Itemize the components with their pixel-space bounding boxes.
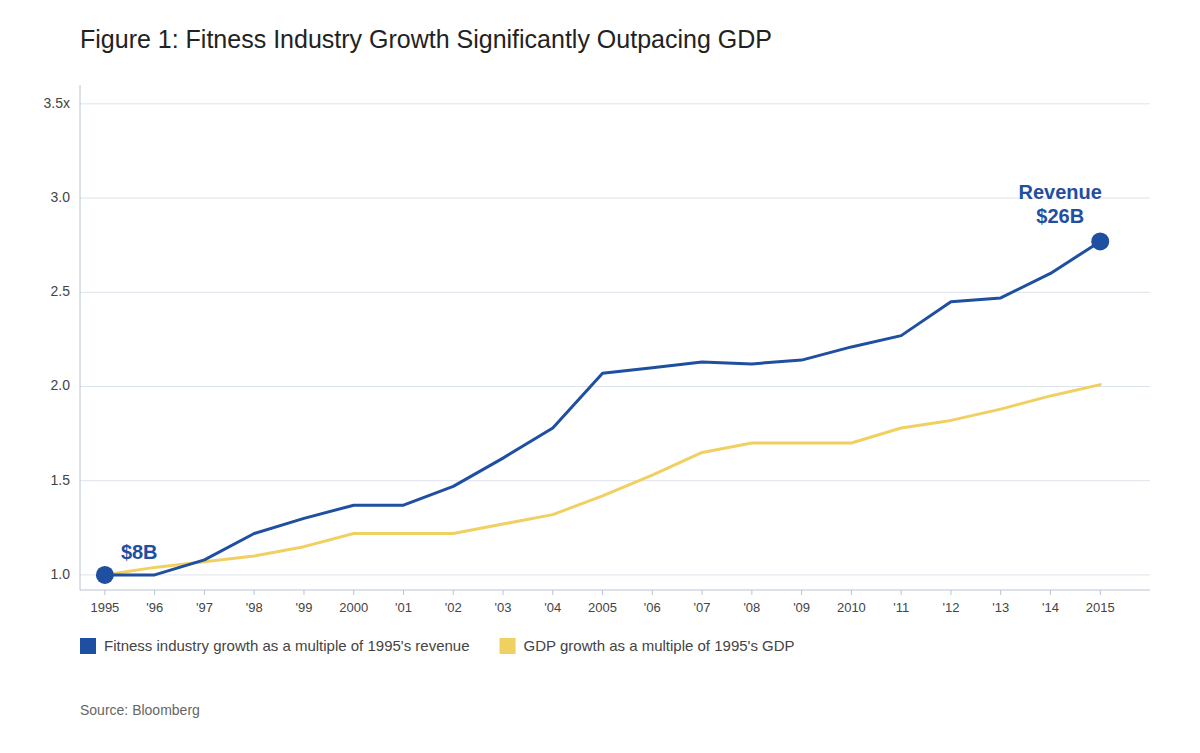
- x-tick-label: '97: [196, 600, 213, 615]
- grid-line: [80, 480, 1150, 481]
- x-tick: [552, 590, 553, 595]
- grid-line: [80, 386, 1150, 387]
- x-tick: [950, 590, 951, 595]
- x-tick: [652, 590, 653, 595]
- x-tick: [851, 590, 852, 595]
- annotation: Revenue: [1019, 181, 1102, 203]
- x-tick-label: '04: [544, 600, 561, 615]
- y-tick-label: 2.5: [51, 283, 71, 299]
- x-tick-label: '14: [1042, 600, 1059, 615]
- x-tick-label: '11: [893, 600, 909, 615]
- x-tick: [403, 590, 404, 595]
- x-tick-label: '02: [445, 600, 462, 615]
- x-tick: [303, 590, 304, 595]
- x-tick-label: '08: [743, 600, 760, 615]
- x-axis-line: [80, 590, 1150, 591]
- y-axis-line: [80, 85, 81, 590]
- x-tick: [1050, 590, 1051, 595]
- y-tick-label: 3.5x: [44, 95, 70, 111]
- x-tick-label: '98: [246, 600, 263, 615]
- x-tick: [353, 590, 354, 595]
- x-tick-label: '99: [295, 600, 312, 615]
- series-line: [105, 241, 1100, 575]
- x-tick: [901, 590, 902, 595]
- grid-line: [80, 292, 1150, 293]
- x-tick-label: 2000: [339, 600, 368, 615]
- x-tick-label: 1995: [90, 600, 119, 615]
- x-tick-label: '96: [146, 600, 163, 615]
- legend-label: GDP growth as a multiple of 1995's GDP: [524, 637, 795, 654]
- x-tick-label: '09: [793, 600, 810, 615]
- annotation: $26B: [1036, 205, 1084, 227]
- title: Figure 1: Fitness Industry Growth Signif…: [80, 25, 772, 53]
- x-tick-label: 2010: [837, 600, 866, 615]
- x-tick: [702, 590, 703, 595]
- x-tick: [1100, 590, 1101, 595]
- legend: Fitness industry growth as a multiple of…: [80, 637, 795, 654]
- x-tick-label: 2015: [1086, 600, 1115, 615]
- annotation: $8B: [121, 541, 158, 563]
- x-tick-label: 2005: [588, 600, 617, 615]
- x-tick-label: '06: [644, 600, 661, 615]
- x-tick: [503, 590, 504, 595]
- x-tick: [453, 590, 454, 595]
- source: Source: Bloomberg: [80, 702, 200, 718]
- x-tick: [1000, 590, 1001, 595]
- y-tick-label: 3.0: [51, 189, 71, 205]
- x-tick: [602, 590, 603, 595]
- grid-line: [80, 103, 1150, 104]
- x-tick: [204, 590, 205, 595]
- x-tick-label: '07: [694, 600, 711, 615]
- chart: Figure 1: Fitness Industry Growth Signif…: [0, 0, 1200, 753]
- endpoint-dot: [96, 566, 114, 584]
- x-tick: [154, 590, 155, 595]
- y-tick-label: 1.5: [51, 472, 71, 488]
- y-tick-label: 1.0: [51, 566, 71, 582]
- legend-swatch: [500, 638, 516, 654]
- legend-swatch: [80, 638, 96, 654]
- x-tick-label: '03: [495, 600, 512, 615]
- x-tick: [254, 590, 255, 595]
- x-tick: [801, 590, 802, 595]
- x-tick: [751, 590, 752, 595]
- x-tick-label: '01: [395, 600, 412, 615]
- series-line: [105, 385, 1100, 575]
- endpoint-dot: [1091, 232, 1109, 250]
- x-tick-label: '12: [942, 600, 959, 615]
- legend-label: Fitness industry growth as a multiple of…: [104, 637, 470, 654]
- grid-line: [80, 198, 1150, 199]
- grid-line: [80, 574, 1150, 575]
- plot-area: [96, 232, 1109, 584]
- x-tick: [104, 590, 105, 595]
- y-tick-label: 2.0: [51, 377, 71, 393]
- x-tick-label: '13: [992, 600, 1009, 615]
